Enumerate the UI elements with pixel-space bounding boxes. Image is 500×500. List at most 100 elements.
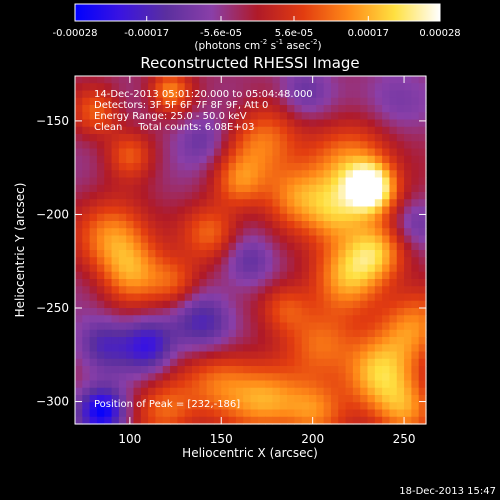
heatmap-cell (213, 337, 222, 345)
heatmap-cell (126, 358, 135, 367)
heatmap-cell (228, 90, 237, 99)
heatmap-cell (338, 170, 347, 179)
heatmap-cell (294, 315, 303, 324)
heatmap-cell (184, 192, 193, 200)
heatmap-cell (96, 308, 105, 316)
heatmap-cell (111, 300, 120, 309)
heatmap-cell (104, 126, 113, 135)
heatmap-cell (170, 83, 178, 92)
heatmap-cell (192, 329, 200, 338)
heatmap-cell (162, 221, 171, 229)
heatmap-cell (228, 141, 237, 150)
heatmap-cell (338, 235, 347, 244)
heatmap-cell (294, 358, 303, 367)
heatmap-cell (279, 351, 288, 360)
heatmap-cell (104, 250, 113, 258)
heatmap-cell (360, 402, 369, 411)
heatmap-cell (294, 155, 303, 164)
heatmap-cell (250, 206, 259, 215)
heatmap-cell (104, 409, 113, 418)
heatmap-cell (192, 105, 200, 113)
heatmap-cell (309, 119, 317, 128)
heatmap-cell (338, 409, 347, 418)
heatmap-cell (330, 271, 339, 280)
heatmap-cell (148, 184, 157, 193)
heatmap-cell (360, 257, 369, 266)
heatmap-cell (199, 366, 208, 374)
heatmap-cell (133, 380, 142, 389)
heatmap-cell (118, 199, 127, 208)
heatmap-cell (96, 76, 105, 84)
heatmap-cell (126, 322, 135, 331)
heatmap-cell (323, 112, 332, 121)
heatmap-cell (279, 119, 288, 128)
heatmap-cell (192, 308, 200, 316)
heatmap-cell (382, 90, 391, 99)
heatmap-cell (235, 409, 244, 418)
heatmap-cell (345, 322, 354, 331)
heatmap-cell (309, 279, 317, 287)
heatmap-cell (309, 126, 317, 135)
heatmap-cell (192, 279, 200, 287)
heatmap-cell (360, 112, 369, 121)
heatmap-cell (75, 141, 83, 150)
heatmap-cell (265, 387, 274, 396)
heatmap-cell (418, 90, 427, 99)
heatmap-cell (170, 221, 178, 229)
heatmap-cell (404, 250, 412, 258)
heatmap-cell (192, 126, 200, 135)
heatmap-cell (140, 358, 149, 367)
heatmap-cell (192, 250, 200, 258)
heatmap-cell (367, 395, 376, 403)
heatmap-cell (111, 395, 120, 403)
heatmap-cell (294, 163, 303, 171)
heatmap-cell (352, 126, 361, 135)
heatmap-cell (367, 286, 376, 295)
heatmap-cell (250, 387, 259, 396)
heatmap-cell (243, 206, 252, 215)
heatmap-cell (338, 242, 347, 251)
heatmap-cell (418, 134, 427, 142)
heatmap-cell (104, 402, 113, 411)
heatmap-cell (374, 112, 383, 121)
heatmap-cell (75, 250, 83, 258)
annotation-clean: Clean Total counts: 6.08E+03 (94, 122, 254, 133)
heatmap-cell (126, 380, 135, 389)
heatmap-cell (374, 221, 383, 229)
heatmap-cell (345, 97, 354, 106)
heatmap-cell (170, 279, 178, 287)
heatmap-cell (418, 293, 427, 302)
heatmap-cell (389, 300, 398, 309)
heatmap-cell (301, 387, 310, 396)
heatmap-cell (82, 213, 91, 222)
heatmap-cell (389, 235, 398, 244)
heatmap-cell (382, 105, 391, 113)
heatmap-cell (235, 126, 244, 135)
heatmap-cell (352, 206, 361, 215)
heatmap-cell (177, 206, 186, 215)
heatmap-cell (367, 228, 376, 237)
heatmap-cell (374, 329, 383, 338)
heatmap-cell (338, 141, 347, 150)
heatmap-cell (96, 184, 105, 193)
heatmap-cell (243, 308, 252, 316)
heatmap-cell (104, 105, 113, 113)
heatmap-cell (396, 264, 405, 273)
heatmap-cell (301, 395, 310, 403)
heatmap-cell (411, 293, 420, 302)
heatmap-cell (352, 134, 361, 142)
heatmap-cell (170, 235, 178, 244)
heatmap-cell (345, 358, 354, 367)
heatmap-cell (228, 395, 237, 403)
heatmap-cell (162, 293, 171, 302)
heatmap-cell (118, 271, 127, 280)
heatmap-cell (257, 221, 266, 229)
heatmap-cell (272, 148, 281, 157)
heatmap-cell (250, 228, 259, 237)
heatmap-cell (345, 105, 354, 113)
heatmap-cell (374, 199, 383, 208)
heatmap-cell (118, 308, 127, 316)
heatmap-cell (104, 163, 113, 171)
heatmap-cell (389, 126, 398, 135)
heatmap-cell (177, 76, 186, 84)
